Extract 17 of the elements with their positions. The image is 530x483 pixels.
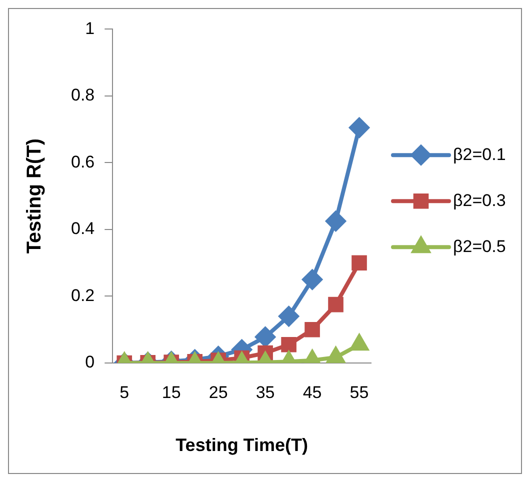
x-tick-label: 5: [120, 382, 130, 402]
x-tick-label: 35: [256, 382, 275, 402]
y-tick-label: 1: [85, 18, 95, 38]
x-tick-label: 55: [350, 382, 369, 402]
y-tick-label: 0.6: [70, 152, 95, 172]
legend-label: β2=0.1: [453, 144, 506, 164]
y-tick-label: 0.2: [70, 286, 95, 305]
legend-label: β2=0.3: [453, 190, 506, 210]
x-axis-title: Testing Time(T): [176, 435, 308, 456]
y-tick-label: 0.4: [70, 219, 95, 238]
legend-label: β2=0.5: [453, 236, 506, 256]
y-axis-title: Testing R(T): [24, 138, 46, 254]
x-tick-label: 45: [302, 382, 322, 402]
y-tick-label: 0.8: [70, 86, 95, 105]
x-tick-label: 25: [208, 382, 228, 402]
x-tick-label: 15: [162, 382, 181, 402]
y-tick-label: 0: [85, 352, 95, 372]
